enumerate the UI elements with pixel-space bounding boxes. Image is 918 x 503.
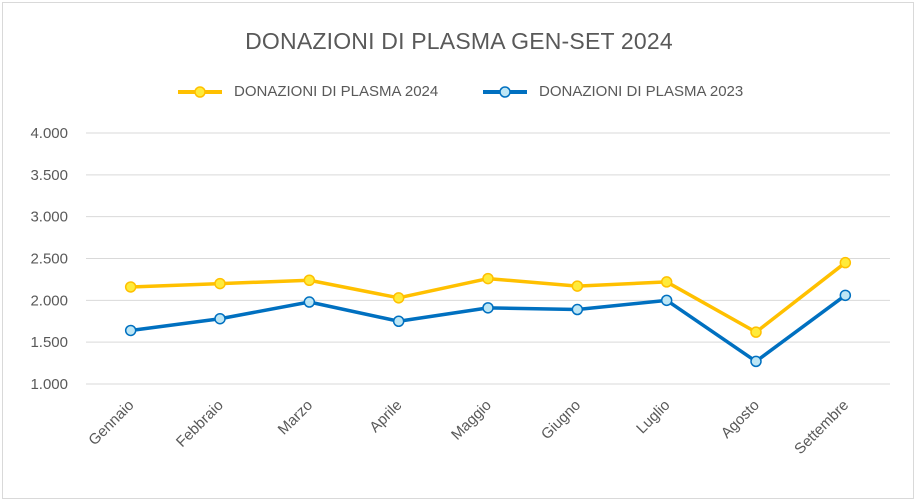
y-tick-label: 4.000 — [30, 125, 68, 142]
y-tick-label: 2.000 — [30, 292, 68, 309]
data-point — [124, 324, 137, 337]
x-tick-label: Marzo — [275, 397, 316, 438]
legend-swatch-2024 — [178, 86, 222, 98]
legend-label-2023: DONAZIONI DI PLASMA 2023 — [539, 83, 744, 100]
x-tick-label: Aprile — [366, 397, 405, 436]
data-point — [571, 303, 584, 316]
data-point — [392, 315, 405, 327]
data-point — [750, 326, 762, 338]
data-point — [214, 277, 226, 290]
y-tick-label: 3.500 — [30, 167, 68, 184]
x-tick-label: Febbraio — [173, 397, 227, 451]
x-tick-label: Agosto — [718, 397, 763, 442]
data-point — [392, 292, 405, 304]
data-point — [571, 280, 584, 292]
data-point — [839, 256, 852, 269]
y-tick-label: 3.000 — [30, 209, 68, 226]
data-point — [482, 302, 494, 314]
data-point — [124, 281, 137, 293]
legend-label-2024: DONAZIONI DI PLASMA 2024 — [234, 83, 439, 100]
data-point — [660, 294, 673, 307]
data-point — [303, 296, 316, 308]
legend-swatch-2023 — [483, 86, 527, 98]
chart-title: DONAZIONI DI PLASMA GEN-SET 2024 — [245, 28, 673, 54]
y-tick-label: 2.500 — [30, 251, 68, 268]
data-point — [750, 355, 762, 368]
y-tick-label: 1.500 — [30, 334, 68, 351]
data-point — [482, 272, 494, 285]
x-tick-label: Luglio — [633, 397, 673, 437]
y-tick-label: 1.000 — [30, 376, 68, 393]
data-point — [660, 276, 673, 288]
x-tick-label: Settembre — [791, 397, 852, 458]
x-tick-label: Gennaio — [85, 397, 137, 449]
legend: DONAZIONI DI PLASMA 2024 DONAZIONI DI PL… — [0, 80, 918, 104]
data-point — [839, 289, 852, 302]
data-point — [214, 312, 226, 325]
data-point — [303, 274, 316, 287]
x-tick-label: Maggio — [448, 397, 495, 444]
x-tick-label: Giugno — [538, 397, 584, 443]
